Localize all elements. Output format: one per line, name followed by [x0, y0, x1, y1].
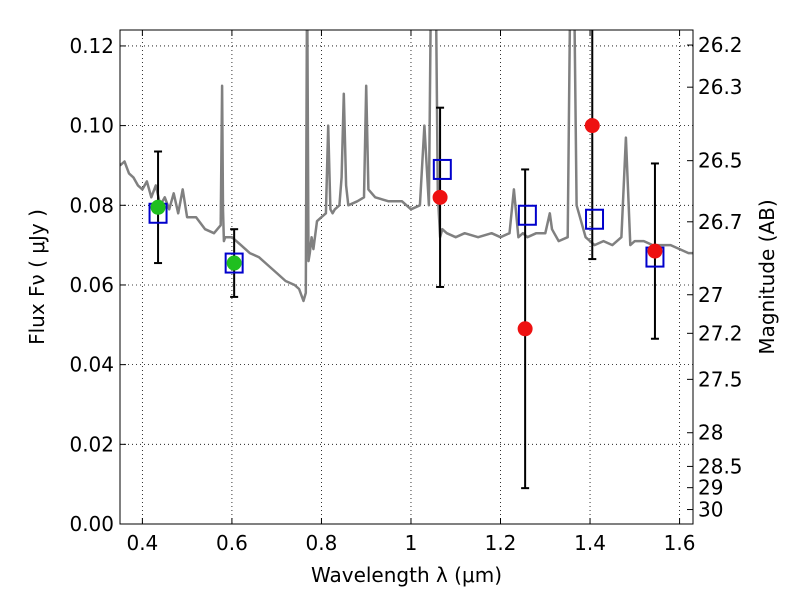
observed-point — [226, 255, 242, 271]
y2-tick-label: 26.3 — [698, 75, 743, 99]
y2-tick-label: 29 — [698, 476, 723, 500]
model-point-layer — [148, 158, 665, 274]
model-point — [432, 158, 452, 180]
x-tick-label: 0.8 — [306, 531, 338, 555]
grid — [120, 30, 693, 524]
plot-frame — [119, 29, 694, 525]
y-tick-label: 0.02 — [69, 432, 114, 456]
y-tick-label: 0.10 — [69, 114, 114, 138]
axis-ticks: 0.4 0.6 0.8 1 1.2 1.4 1.6 0.00 0.02 0.04 0.06 0.08 0… — [69, 30, 743, 555]
errorbar-layer — [154, 30, 659, 490]
model-point — [585, 208, 605, 230]
observed-point — [647, 243, 663, 259]
x-tick-label: 1 — [405, 531, 418, 555]
y2-tick-label: 27 — [698, 283, 723, 307]
spectrum-layer — [120, 30, 693, 303]
x-tick-label: 0.4 — [126, 531, 158, 555]
x-tick-label: 1.4 — [574, 531, 606, 555]
y-tick-label: 0.06 — [69, 273, 114, 297]
x-tick-label: 1.2 — [485, 531, 517, 555]
x-tick-label: 1.6 — [664, 531, 696, 555]
y2-tick-label: 26.7 — [698, 210, 743, 234]
y2-axis-title: Magnitude (AB) — [755, 199, 779, 354]
x-tick-label: 0.6 — [216, 531, 248, 555]
y-tick-label: 0.08 — [69, 193, 114, 217]
y2-tick-label: 30 — [698, 498, 723, 522]
y2-tick-label: 28 — [698, 421, 723, 445]
observed-point — [432, 189, 448, 205]
model-point — [517, 204, 537, 226]
observed-point-layer — [150, 118, 663, 337]
spectrum-line — [120, 30, 693, 303]
y2-tick-label: 27.5 — [698, 367, 743, 391]
y2-tick-label: 28.5 — [698, 454, 743, 478]
observed-point — [517, 321, 533, 337]
x-axis-title: Wavelength λ (μm) — [311, 563, 502, 587]
y2-tick-label: 27.2 — [698, 321, 743, 345]
observed-point — [584, 118, 600, 134]
y2-tick-label: 26.2 — [698, 33, 743, 57]
y-axis-title: Flux Fν ( μJy ) — [25, 209, 49, 345]
y2-tick-label: 26.5 — [698, 149, 743, 173]
model-point — [224, 252, 244, 274]
y-tick-label: 0.00 — [69, 512, 114, 536]
observed-point — [150, 199, 166, 215]
y-tick-label: 0.12 — [69, 34, 114, 58]
y-tick-label: 0.04 — [69, 353, 114, 377]
